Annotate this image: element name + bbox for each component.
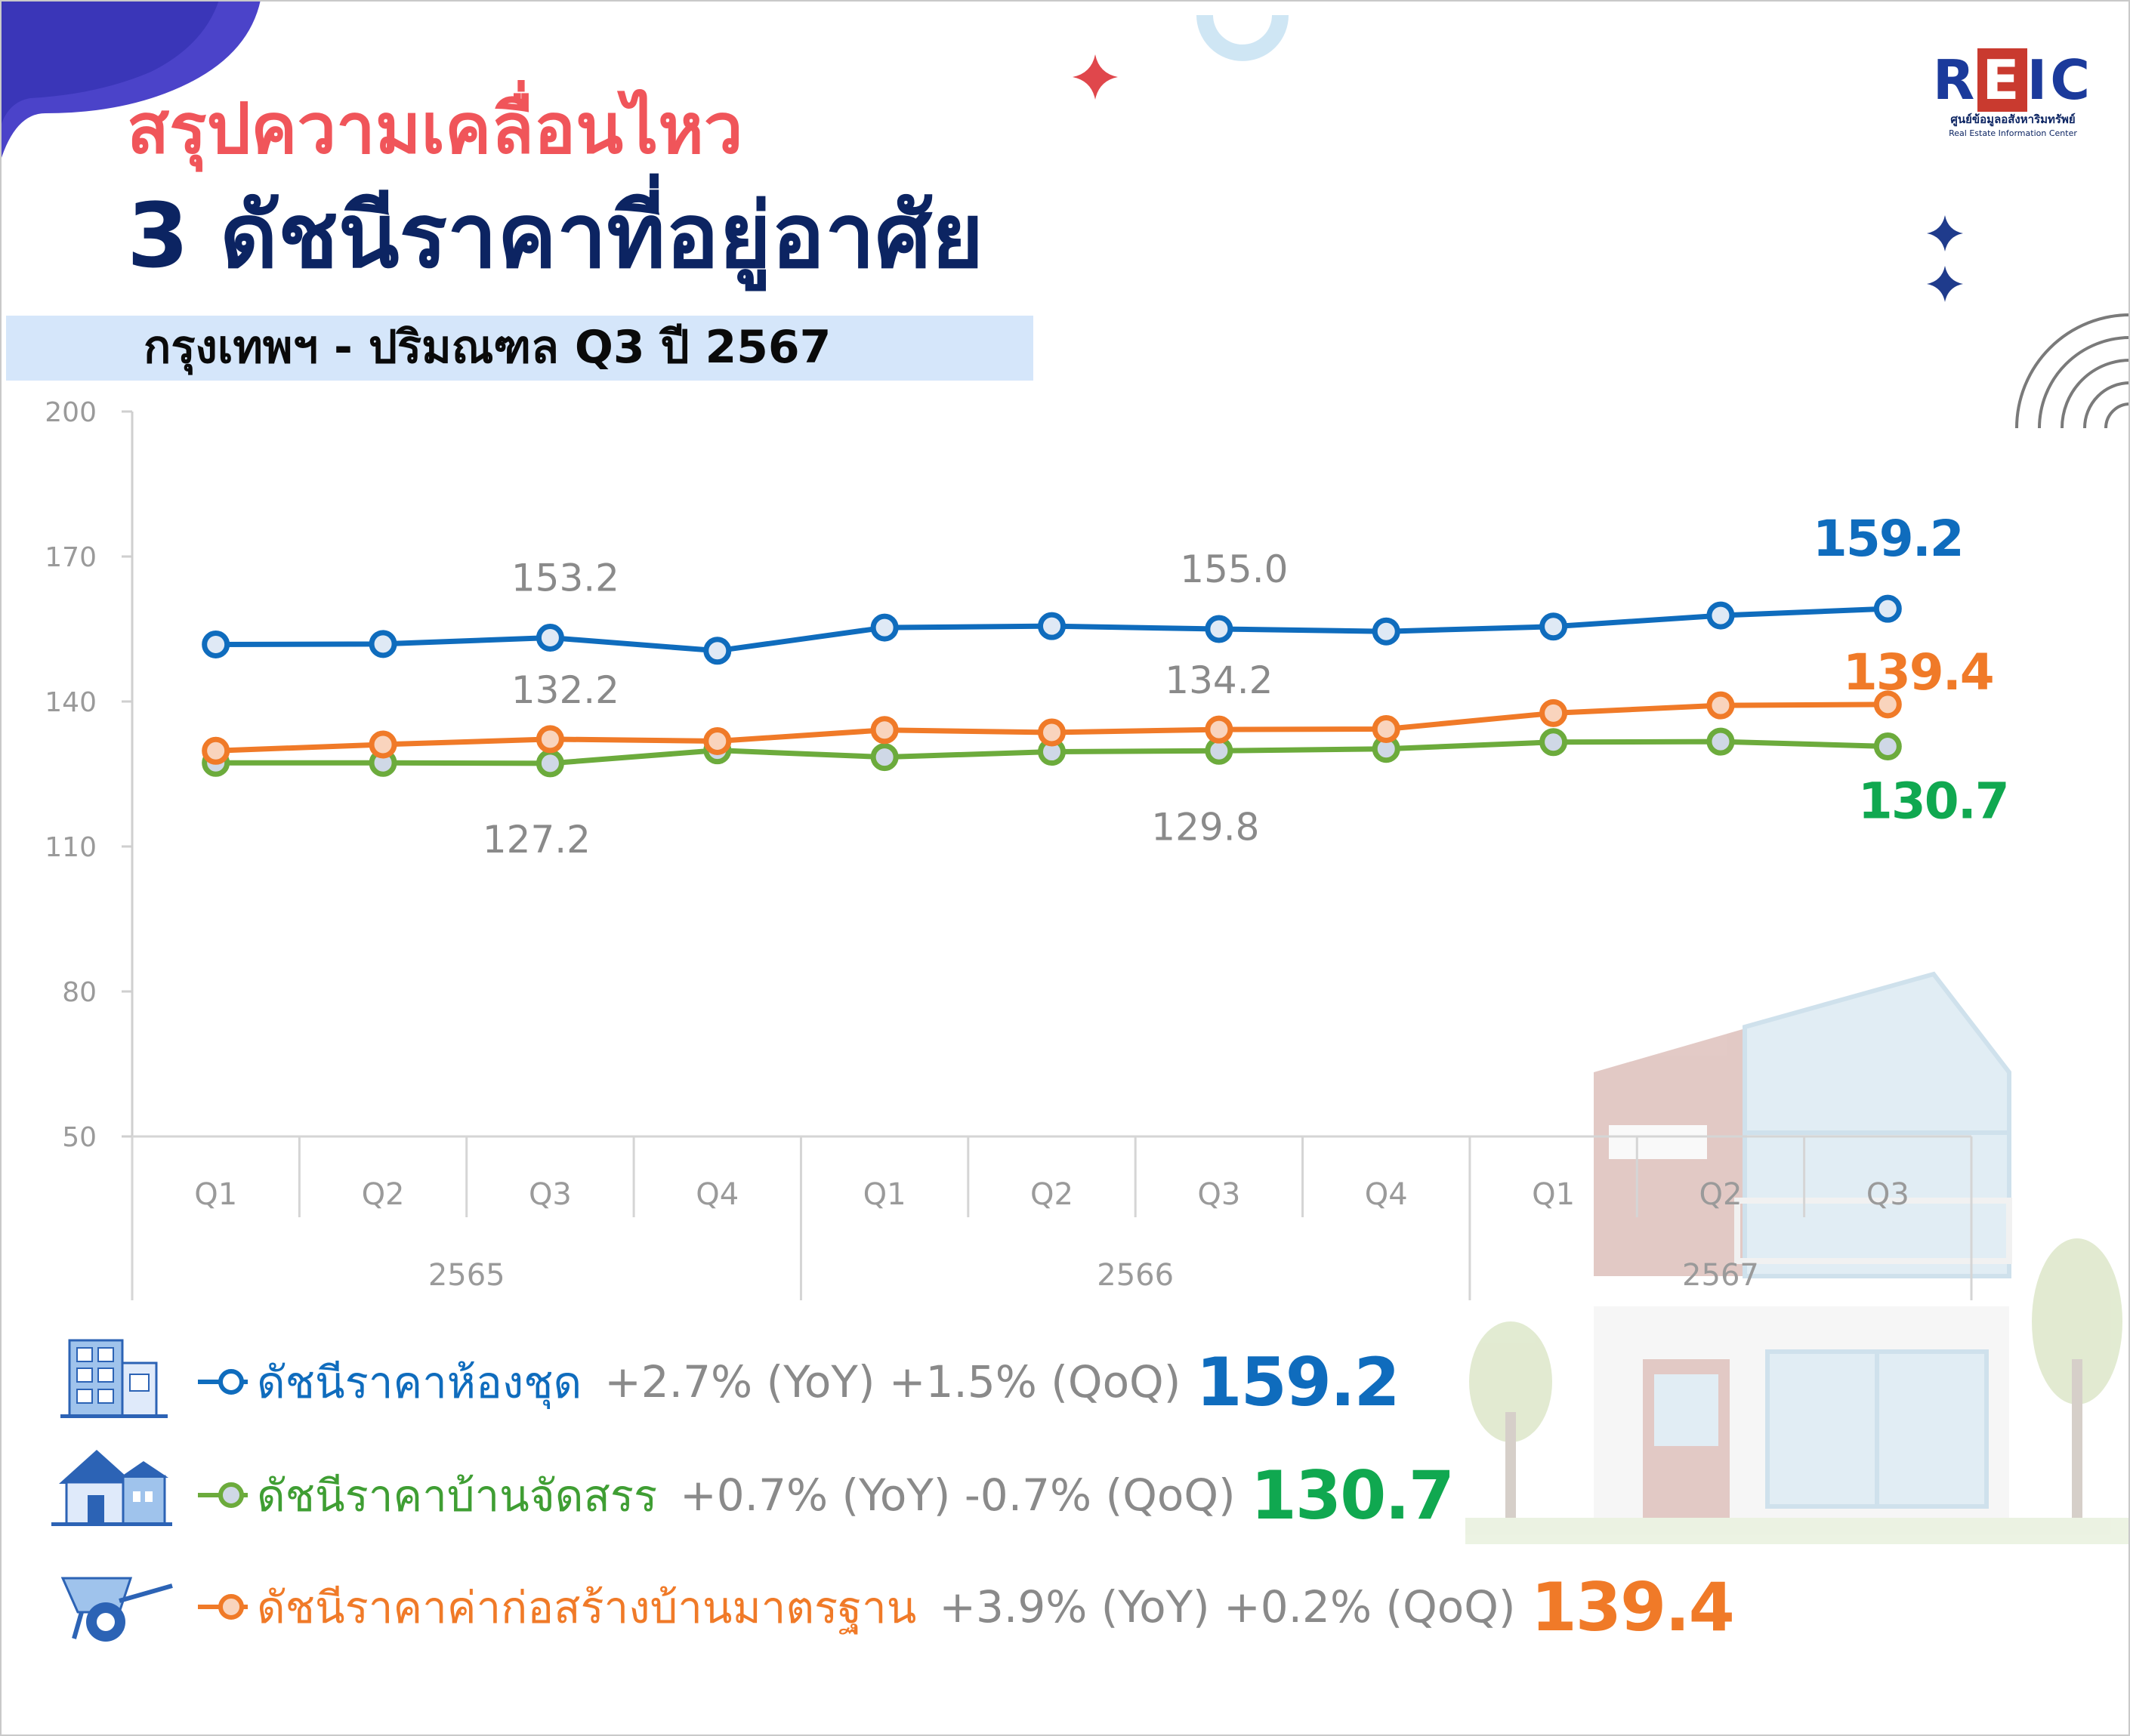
wheelbarrow-icon (60, 1577, 173, 1642)
data-point (536, 749, 564, 778)
title-line-2: 3 ดัชนีราคาที่อยู่อาศัย (127, 183, 984, 288)
x-tick-label: Q1 (194, 1177, 237, 1212)
y-tick-label: 140 (45, 687, 97, 718)
end-value-label: 159.2 (1813, 510, 1963, 568)
legend-series-latest-value: 139.4 (1530, 1568, 1735, 1646)
legend-series-change: +2.7% (YoY) +1.5% (QoQ) (604, 1356, 1181, 1408)
x-tick-label: Q2 (1030, 1177, 1073, 1212)
data-point (1706, 727, 1735, 756)
x-tick-label: Q2 (1699, 1177, 1742, 1212)
radio-waves-decoration (2015, 313, 2130, 429)
legend-marker-construction-cost (198, 1594, 248, 1620)
legend-item-housing-estate: ดัชนีราคาบ้านจัดสรร +0.7% (YoY) -0.7% (Q… (196, 1457, 1455, 1534)
data-point (536, 624, 564, 652)
data-label: 129.8 (1151, 805, 1259, 849)
logo-wordmark: REIC (1922, 48, 2104, 112)
x-tick-label: Q4 (1365, 1177, 1408, 1212)
y-tick-label: 110 (45, 832, 97, 863)
year-group-label: 2565 (428, 1258, 505, 1293)
data-point (536, 725, 564, 754)
legend-item-condo: ดัชนีราคาห้องชุด +2.7% (YoY) +1.5% (QoQ)… (196, 1343, 1400, 1421)
data-label: 132.2 (511, 668, 619, 712)
data-point (202, 736, 230, 765)
logo-letters-right: IC (2027, 48, 2094, 112)
logo-english-name: Real Estate Information Center (1949, 128, 2077, 138)
legend-item-construction-cost: ดัชนีราคาค่าก่อสร้างบ้านมาตรฐาน +3.9% (Y… (196, 1568, 1735, 1646)
data-point (1205, 615, 1233, 643)
legend-series-latest-value: 159.2 (1196, 1343, 1400, 1421)
legend-marker-condo (198, 1369, 248, 1395)
data-point (703, 726, 732, 755)
data-point (870, 613, 899, 642)
data-point (1873, 732, 1902, 761)
house-icon (51, 1450, 172, 1526)
x-tick-label: Q4 (696, 1177, 739, 1212)
data-point (1873, 594, 1902, 623)
data-point (1372, 617, 1400, 646)
data-point (1539, 698, 1568, 727)
subtitle: กรุงเทพฯ - ปริมณฑล Q3 ปี 2567 (144, 321, 832, 374)
ring-decoration (1196, 14, 1289, 61)
sparkle-red-icon (1073, 54, 1118, 100)
legend-series-latest-value: 130.7 (1250, 1456, 1455, 1534)
x-tick-label: Q2 (362, 1177, 405, 1212)
data-point (369, 730, 397, 759)
data-point (703, 637, 732, 665)
data-point (870, 716, 899, 745)
house-illustration (1465, 971, 2130, 1544)
data-label: 155.0 (1180, 547, 1288, 591)
condo-building-icon (60, 1339, 168, 1418)
data-point (870, 743, 899, 772)
data-label: 153.2 (511, 557, 619, 600)
year-group-label: 2567 (1682, 1258, 1759, 1293)
data-point (1539, 612, 1568, 641)
legend-series-change: +0.7% (YoY) -0.7% (QoQ) (680, 1469, 1236, 1521)
y-tick-label: 50 (62, 1122, 97, 1153)
end-value-label: 139.4 (1843, 643, 1993, 701)
y-tick-label: 170 (45, 542, 97, 573)
data-label: 127.2 (483, 818, 591, 862)
legend-series-name: ดัชนีราคาห้องชุด (257, 1356, 582, 1408)
data-point (369, 630, 397, 658)
y-tick-label: 200 (45, 397, 97, 428)
data-point (202, 630, 230, 658)
x-tick-label: Q1 (863, 1177, 906, 1212)
sparkle-blue-icon (1927, 266, 1963, 302)
title-line-1: สรุปความเคลื่อนไหว (127, 88, 743, 169)
data-point (1706, 691, 1735, 720)
data-point (1038, 612, 1066, 640)
year-group-label: 2566 (1097, 1258, 1174, 1293)
data-label: 134.2 (1165, 658, 1273, 702)
legend-series-name: ดัชนีราคาค่าก่อสร้างบ้านมาตรฐาน (257, 1581, 917, 1633)
legend-series-change: +3.9% (YoY) +0.2% (QoQ) (939, 1581, 1516, 1633)
sparkle-blue-icon (1927, 215, 1963, 251)
data-point (1372, 714, 1400, 743)
y-tick-label: 80 (62, 977, 97, 1008)
data-point (1038, 718, 1066, 747)
corner-wave-shape-inner (0, 0, 219, 128)
data-point (1873, 690, 1902, 719)
x-tick-label: Q3 (1866, 1177, 1909, 1212)
end-value-label: 130.7 (1858, 772, 2008, 831)
x-tick-label: Q3 (1197, 1177, 1240, 1212)
legend-marker-housing-estate (198, 1482, 248, 1508)
logo-letter-e: E (1977, 48, 2027, 112)
x-tick-label: Q1 (1532, 1177, 1575, 1212)
logo-letters-left: R (1932, 48, 1978, 112)
data-point (1205, 715, 1233, 744)
subtitle-band (6, 316, 1033, 381)
legend-series-name: ดัชนีราคาบ้านจัดสรร (257, 1469, 658, 1522)
data-point (1706, 601, 1735, 630)
data-point (1539, 728, 1568, 757)
x-tick-label: Q3 (529, 1177, 572, 1212)
logo-thai-name: ศูนย์ข้อมูลอสังหาริมทรัพย์ (1950, 113, 2076, 126)
reic-logo: REIC ศูนย์ข้อมูลอสังหาริมทรัพย์ Real Est… (1922, 48, 2104, 138)
